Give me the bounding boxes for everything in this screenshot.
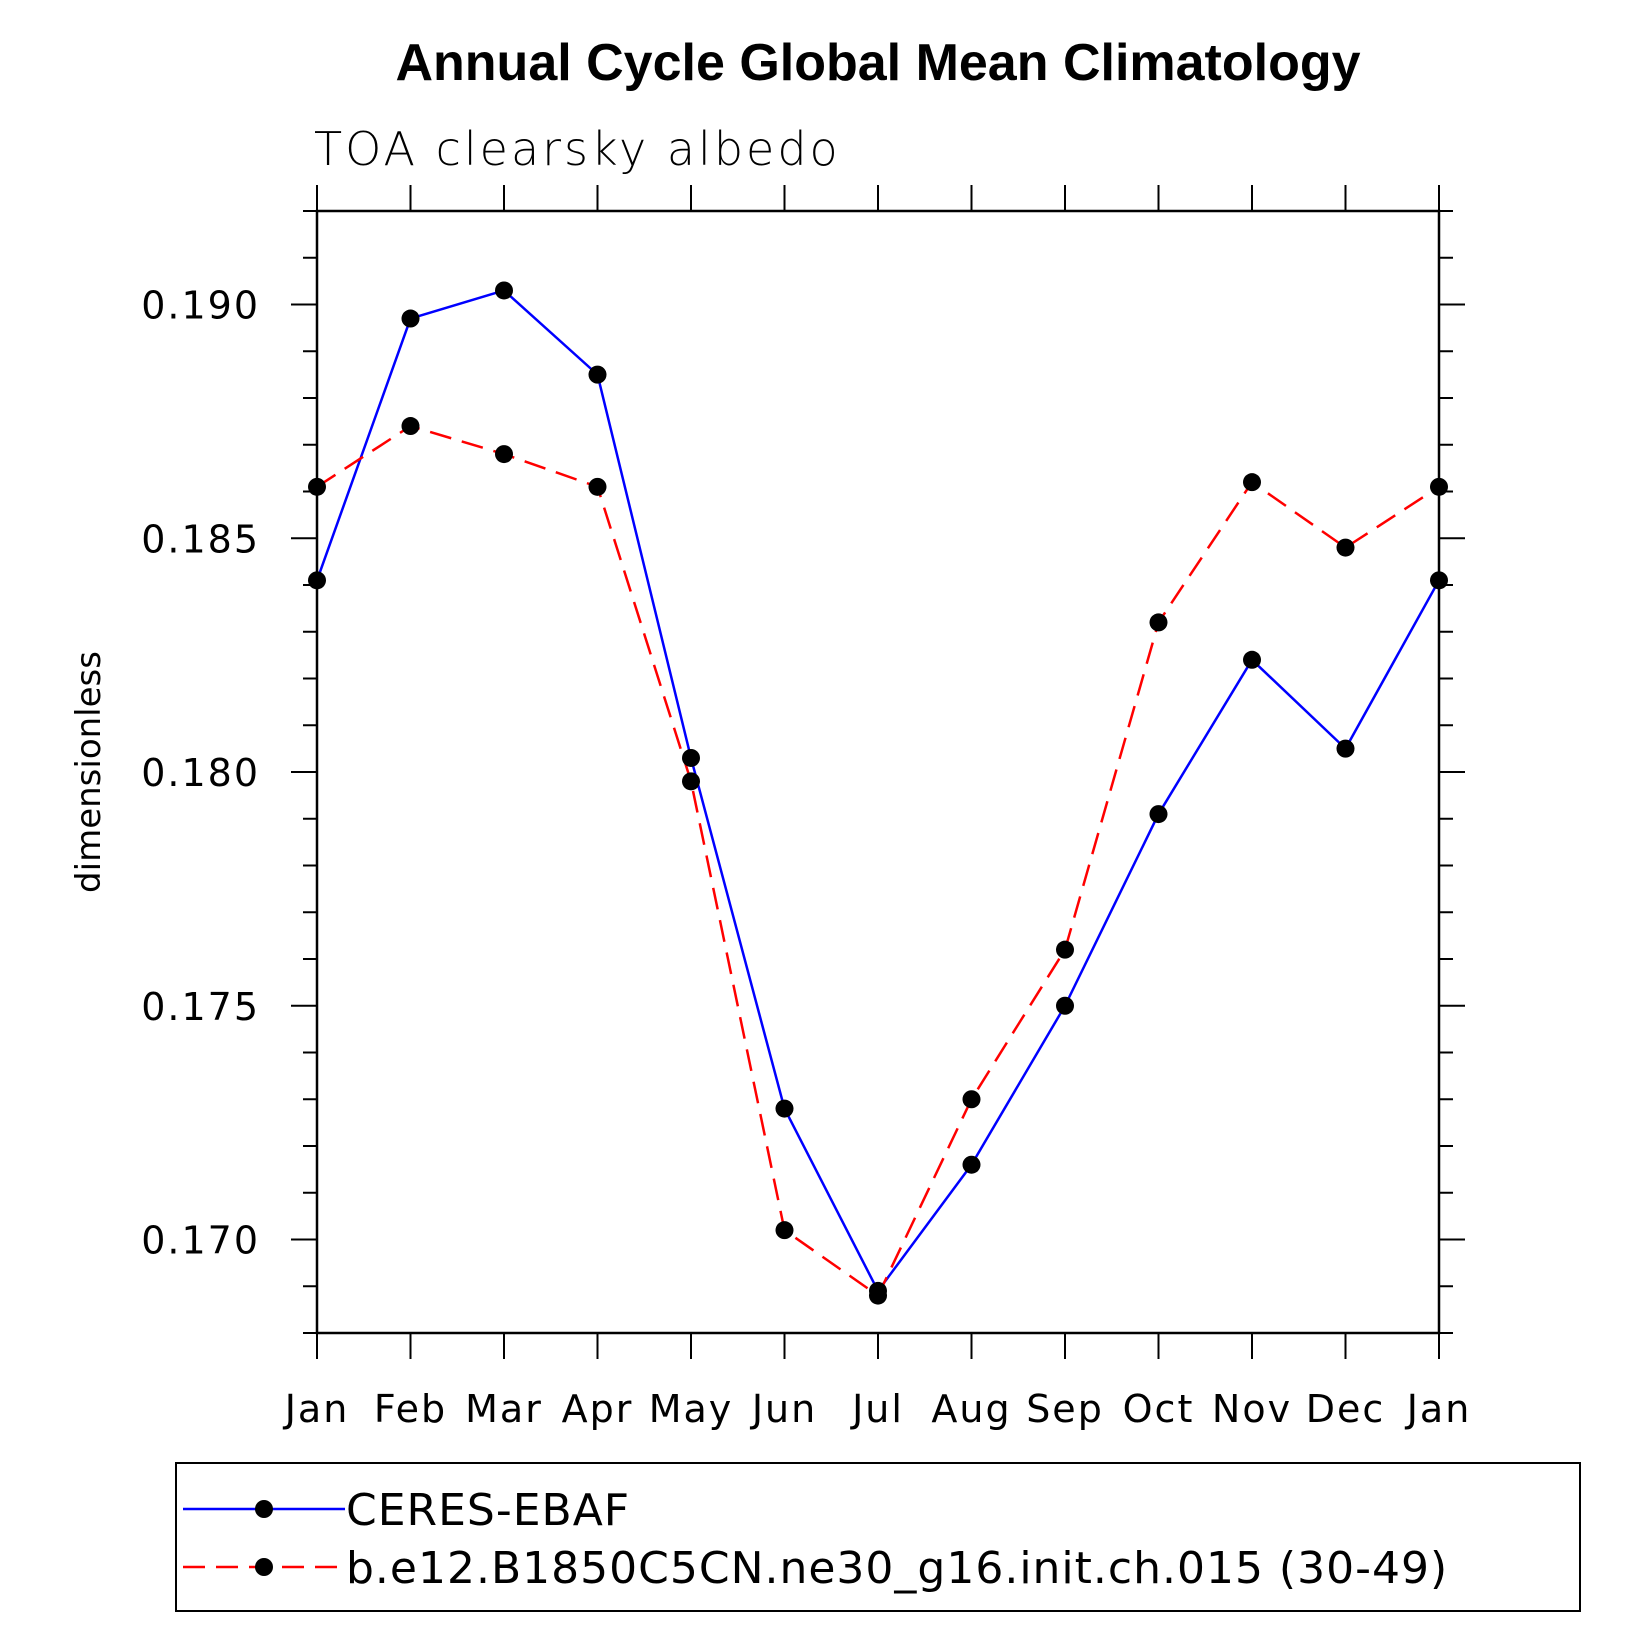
data-point [869, 1286, 887, 1305]
x-tick-label: Feb [374, 1387, 447, 1431]
data-point [588, 477, 607, 496]
x-tick-label: Jan [283, 1387, 350, 1431]
data-point [308, 571, 326, 590]
y-tick-label: 0.175 [141, 985, 260, 1029]
plot-frame [315, 209, 1441, 1335]
data-point [1336, 538, 1355, 557]
data-point [1243, 650, 1261, 669]
chart-subtitle: TOA clearsky albedo [314, 122, 841, 176]
legend: CERES-EBAF b.e12.B1850C5CN.ne30_g16.init.… [175, 1462, 1581, 1612]
data-point [962, 1090, 981, 1109]
data-point [1149, 613, 1168, 632]
legend-entries: CERES-EBAF b.e12.B1850C5CN.ne30_g16.init.… [183, 1485, 1448, 1594]
data-point [495, 281, 513, 300]
y-tick-label: 0.170 [141, 1219, 260, 1263]
data-point [682, 772, 700, 791]
data-point [401, 417, 420, 436]
series-line [316, 424, 1440, 1297]
data-point [775, 1099, 794, 1118]
x-tick-label: Jul [850, 1387, 904, 1431]
x-tick-label: Jun [750, 1387, 817, 1431]
x-tick-label: Sep [1026, 1387, 1104, 1431]
series-line [315, 289, 1441, 1293]
y-tick-label: 0.190 [141, 284, 260, 328]
legend-marker [255, 1558, 273, 1576]
x-tick-label: Mar [465, 1387, 543, 1431]
y-tick-label: 0.185 [141, 517, 260, 561]
data-point [1056, 940, 1074, 959]
x-tick-label: Apr [562, 1387, 634, 1431]
data-point [1056, 996, 1074, 1015]
axis-ticks: Jan Feb Mar Apr May Jun Jul Aug Sep Oct Nov Dec Jan 0… [141, 185, 1472, 1431]
x-tick-label: Aug [931, 1387, 1011, 1431]
data-point [308, 477, 326, 496]
data-point [401, 309, 420, 328]
chart-title: Annual Cycle Global Mean Climatology [395, 34, 1360, 92]
legend-label: b.e12.B1850C5CN.ne30_g16.init.ch.015 (30… [346, 1543, 1448, 1594]
data-point [495, 445, 513, 464]
data-point [1430, 571, 1448, 590]
data-point [962, 1155, 981, 1174]
data-point [1149, 805, 1168, 824]
series-layer [308, 281, 1448, 1305]
y-axis-label: dimensionless [69, 651, 109, 893]
data-point [1430, 477, 1448, 496]
data-point [1336, 739, 1355, 758]
data-point [682, 748, 700, 767]
legend-marker [255, 1500, 273, 1518]
legend-label: CERES-EBAF [346, 1485, 630, 1536]
data-point [588, 365, 607, 384]
data-point [1243, 473, 1261, 492]
x-tick-label: Jan [1405, 1387, 1472, 1431]
x-tick-label: Dec [1306, 1387, 1386, 1431]
legend-box [175, 1462, 1581, 1612]
y-tick-label: 0.180 [141, 751, 260, 795]
x-tick-label: May [649, 1387, 734, 1431]
data-point [775, 1221, 794, 1240]
x-tick-label: Oct [1123, 1387, 1195, 1431]
x-tick-label: Nov [1212, 1387, 1292, 1431]
